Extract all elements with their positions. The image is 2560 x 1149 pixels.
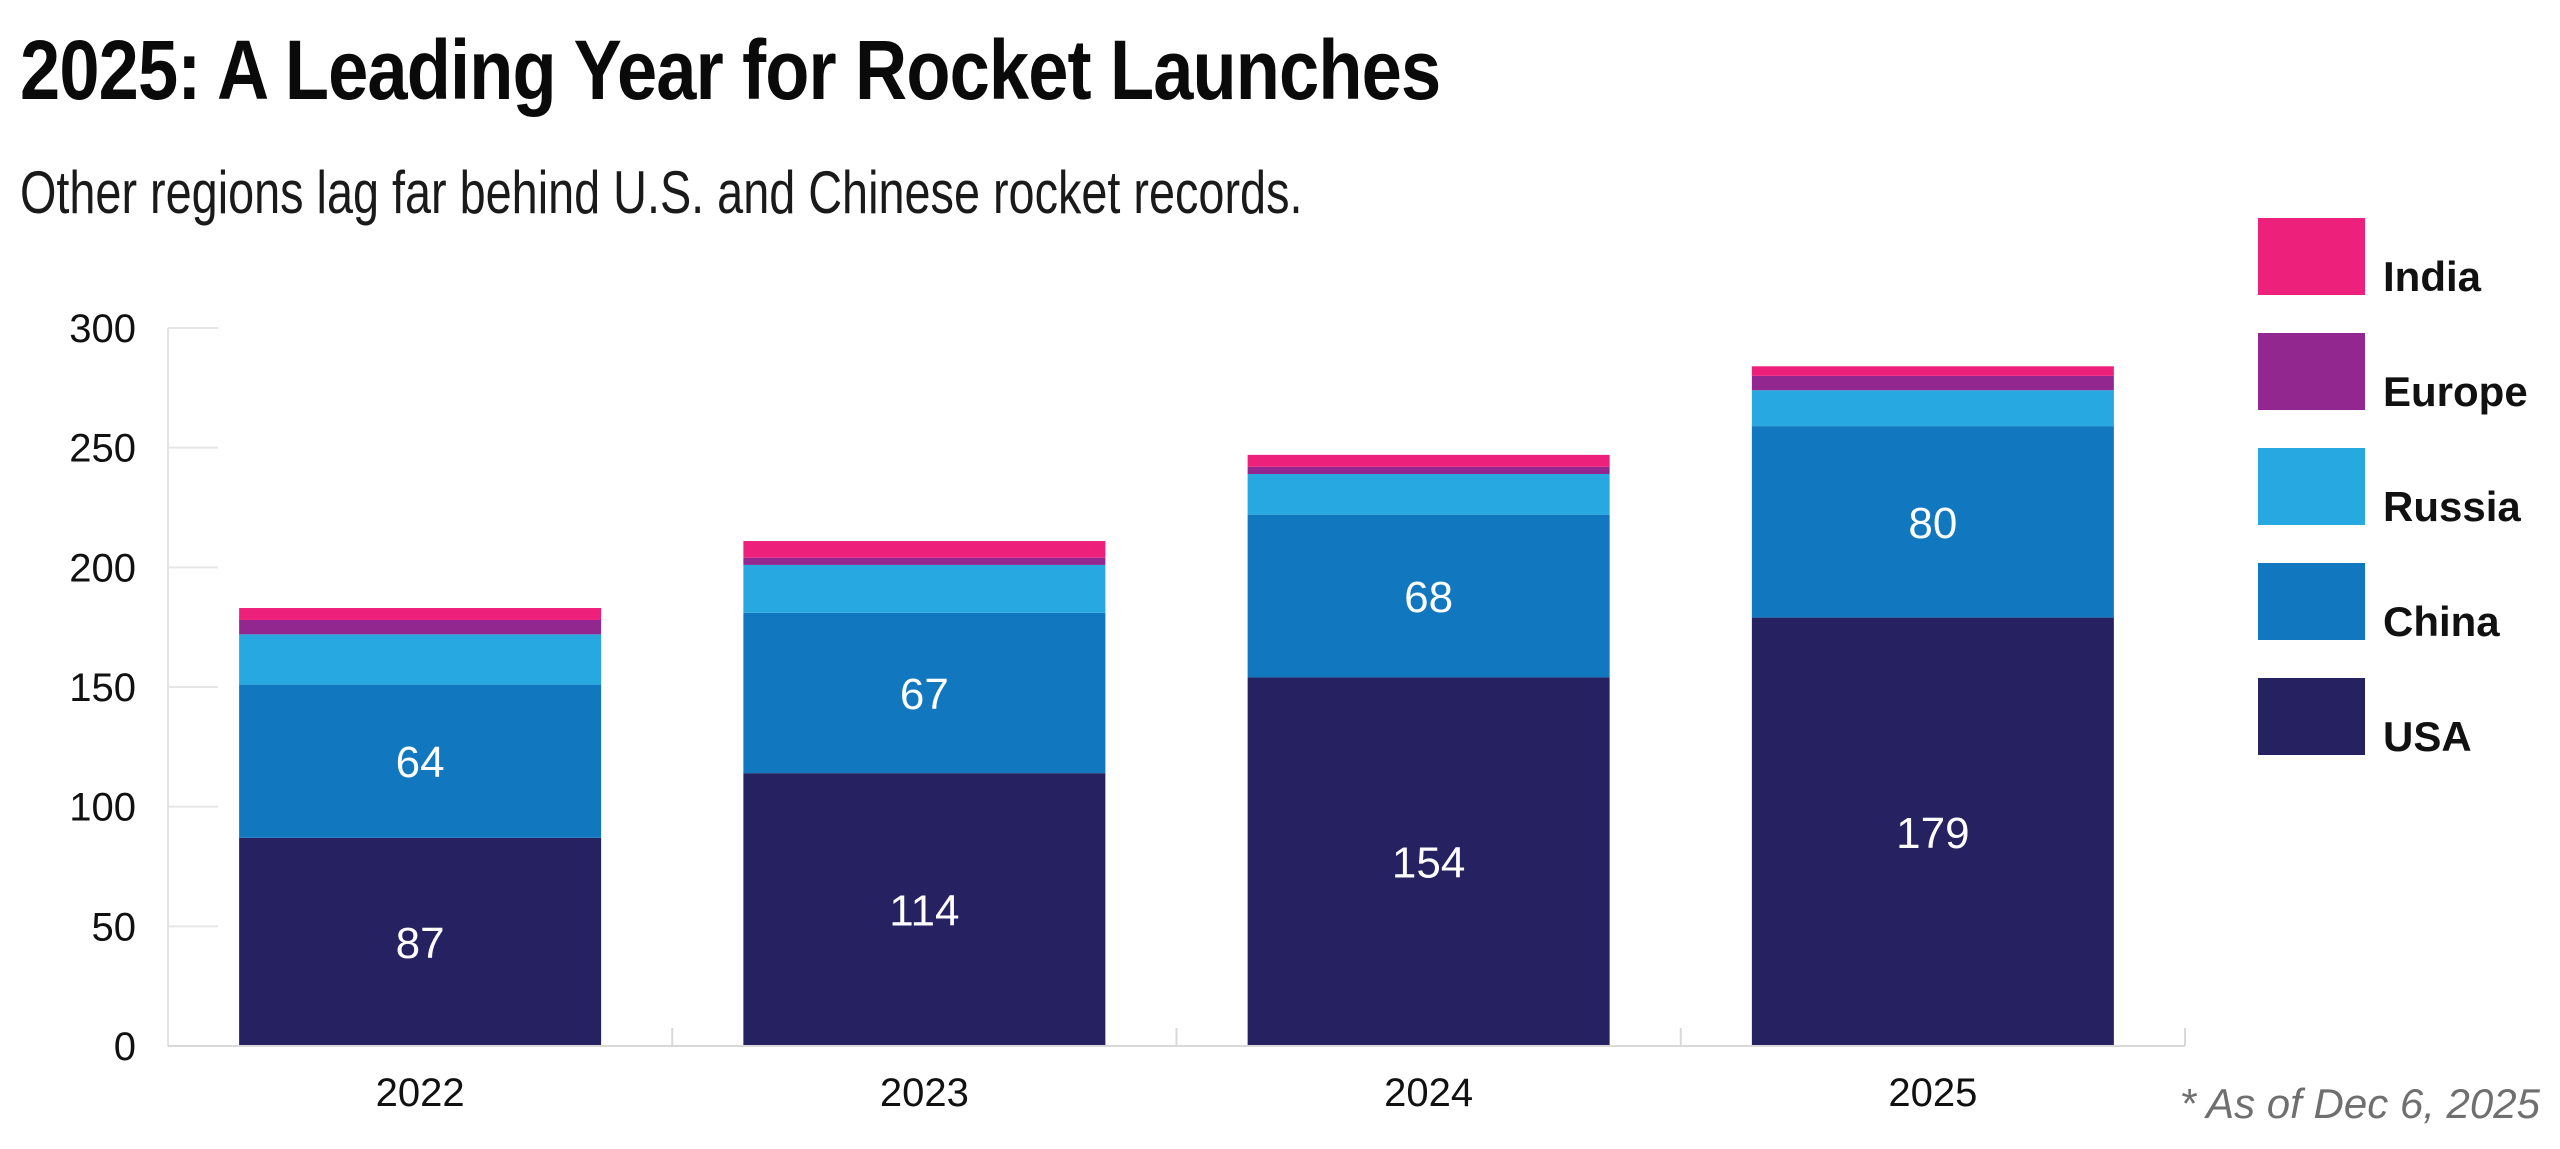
bar-label-china-2025: 80 [1908, 499, 1957, 548]
footnote: * As of Dec 6, 2025 [2179, 1080, 2540, 1127]
bar-russia-2025 [1751, 390, 2114, 427]
bar-usa-2023 [743, 773, 1106, 1046]
y-tick-label-0: 0 [114, 1025, 136, 1069]
bar-india-2024 [1247, 454, 1610, 467]
y-tick-label-300: 300 [69, 307, 136, 351]
legend: India Europe Russia China USA [2258, 218, 2528, 760]
y-axis: 0 50 100 150 200 250 300 [69, 307, 169, 1069]
bar-russia-2022 [239, 634, 602, 685]
chart-title: 2025: A Leading Year for Rocket Launches [20, 23, 1441, 117]
x-tick-label-2023: 2023 [880, 1071, 969, 1115]
bar-usa-2022 [239, 837, 602, 1046]
bar-europe-2022 [239, 619, 602, 635]
bar-russia-2023 [743, 564, 1106, 613]
bar-india-2025 [1751, 366, 2114, 376]
y-tick-label-250: 250 [69, 427, 136, 471]
y-tick-label-50: 50 [92, 905, 137, 949]
bar-china-2022 [239, 684, 602, 838]
bar-value-labels: 87 64 114 67 154 68 179 80 [396, 499, 1970, 968]
legend-swatch-china [2258, 563, 2365, 640]
bar-europe-2024 [1247, 466, 1610, 474]
x-tick-label-2024: 2024 [1384, 1071, 1473, 1115]
legend-swatch-europe [2258, 333, 2365, 410]
legend-label-europe: Europe [2383, 368, 2528, 415]
y-tick-label-150: 150 [69, 666, 136, 710]
bar-label-usa-2025: 179 [1896, 809, 1969, 858]
bar-russia-2024 [1247, 473, 1610, 515]
bar-usa-2024 [1247, 677, 1610, 1046]
chart-subtitle: Other regions lag far behind U.S. and Ch… [20, 159, 1303, 226]
x-tick-label-2025: 2025 [1888, 1071, 1977, 1115]
bars [239, 366, 2114, 1046]
legend-label-russia: Russia [2383, 483, 2521, 530]
bar-india-2023 [743, 541, 1106, 558]
legend-label-india: India [2383, 253, 2482, 300]
gridlines [168, 327, 218, 1047]
bar-label-china-2024: 68 [1404, 573, 1453, 622]
legend-label-china: China [2383, 598, 2500, 645]
legend-swatch-usa [2258, 678, 2365, 755]
legend-swatch-russia [2258, 448, 2365, 525]
legend-label-usa: USA [2383, 713, 2472, 760]
bar-label-china-2022: 64 [396, 738, 445, 787]
bar-label-usa-2024: 154 [1392, 839, 1465, 888]
bar-china-2025 [1751, 426, 2114, 618]
y-tick-label-100: 100 [69, 786, 136, 830]
bar-usa-2025 [1751, 617, 2114, 1046]
bar-label-usa-2022: 87 [396, 919, 445, 968]
bar-europe-2025 [1751, 375, 2114, 391]
legend-swatch-india [2258, 218, 2365, 295]
bar-europe-2023 [743, 557, 1106, 565]
bar-china-2023 [743, 612, 1106, 774]
bar-label-china-2023: 67 [900, 670, 949, 719]
bar-india-2022 [239, 608, 602, 620]
bar-label-usa-2023: 114 [889, 887, 959, 936]
bar-china-2024 [1247, 514, 1610, 678]
y-tick-label-200: 200 [69, 546, 136, 590]
x-axis: 2022 2023 2024 2025 [168, 1028, 2186, 1115]
x-tick-label-2022: 2022 [376, 1071, 465, 1115]
